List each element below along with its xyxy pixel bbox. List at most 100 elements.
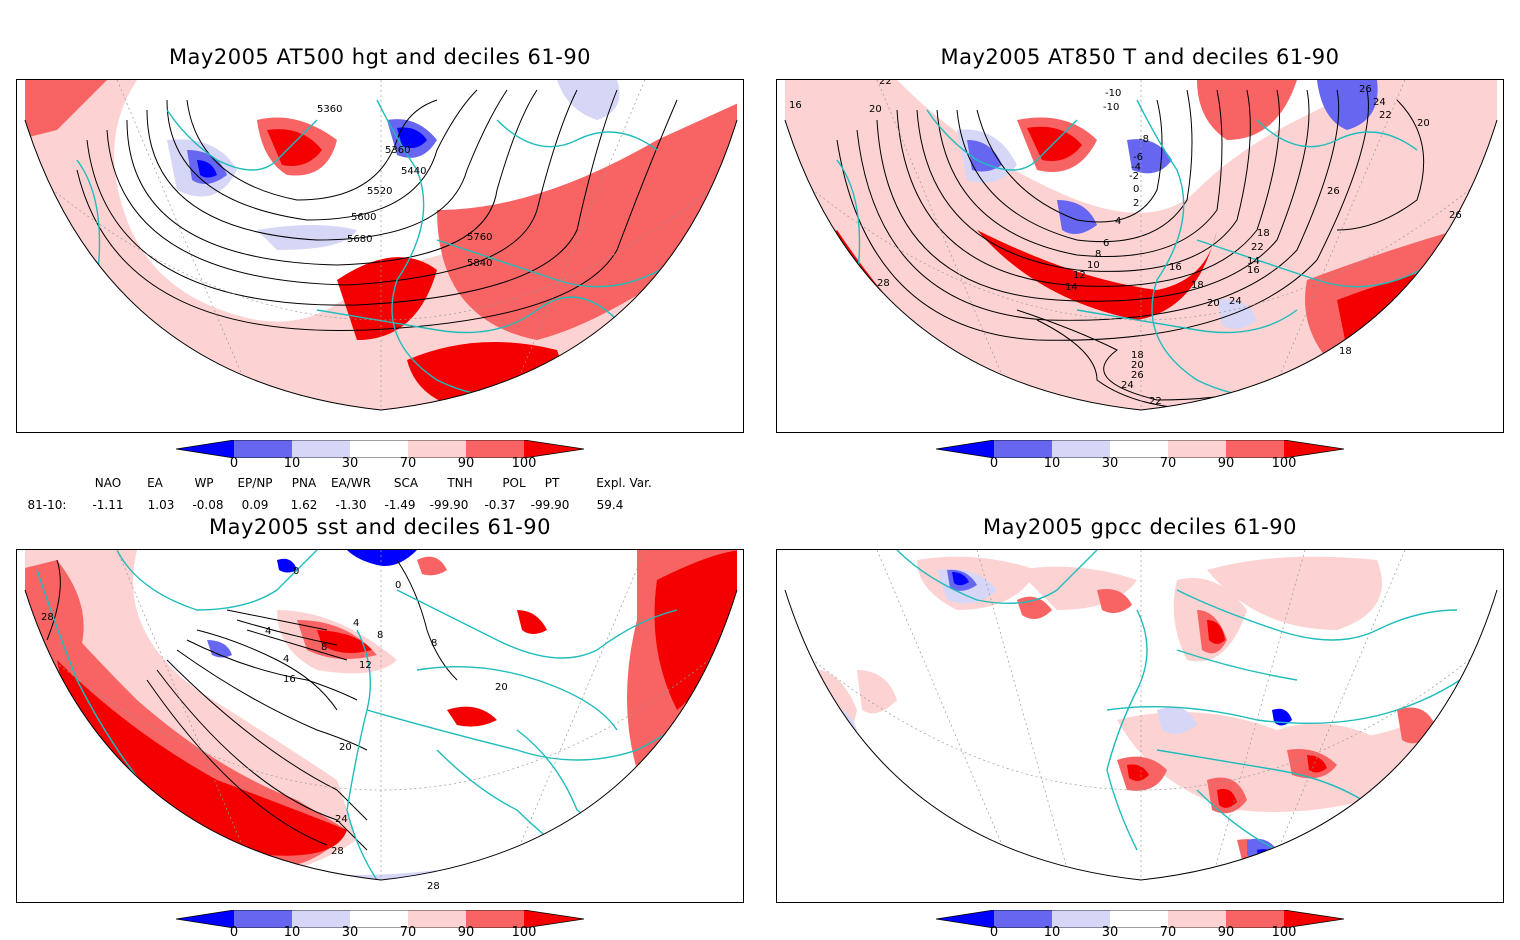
colorbar-label: 90 (1217, 925, 1235, 940)
contour-label: -10 (1105, 88, 1121, 99)
index-header: EP/NP (237, 476, 273, 490)
contour-label: 20 (495, 682, 508, 693)
colorbar-label: 70 (1159, 456, 1177, 471)
index-value: -1.11 (92, 498, 124, 512)
contour-label: 4 (353, 618, 359, 629)
colorbar-label: 90 (457, 925, 475, 940)
colorbar-gpcc: 0 10 30 70 90 100 (935, 909, 1346, 940)
colorbar-label: 10 (283, 456, 301, 471)
contour-label: 22 (1149, 396, 1162, 407)
contour-label: 16 (283, 674, 296, 685)
index-value: -1.49 (384, 498, 416, 512)
contour-label: 16 (1247, 265, 1260, 276)
contour-label: 8 (1095, 249, 1101, 260)
index-header: SCA (393, 476, 419, 490)
contour-label: 6 (1103, 238, 1109, 249)
colorbar-label: 10 (1043, 456, 1061, 471)
contour-label: 5840 (467, 258, 492, 269)
contour-label: 26 (1131, 370, 1144, 381)
contour-label: 0 (395, 580, 401, 591)
index-header: NAO (94, 476, 122, 490)
contour-label: 8 (431, 638, 437, 649)
colorbar-swatches (175, 439, 585, 459)
contour-label: -2 (1129, 171, 1139, 182)
contour-label: 14 (1247, 256, 1260, 267)
contour-label: 20 (1131, 360, 1144, 371)
contour-label: 22 (879, 80, 892, 87)
contour-label: 16 (1169, 262, 1182, 273)
contour-label: 18 (1339, 346, 1352, 357)
index-value: -99.90 (429, 498, 469, 512)
colorbar-label: 100 (1271, 456, 1297, 471)
contour-label: 8 (377, 630, 383, 641)
index-value: -99.90 (530, 498, 570, 512)
colorbar-swatches (935, 909, 1345, 929)
contour-label: 24 (335, 814, 348, 825)
index-header: EA/WR (330, 476, 372, 490)
colorbar-label: 100 (1271, 925, 1297, 940)
contour-label: 28 (877, 278, 890, 289)
contour-label: 4 (265, 626, 271, 637)
index-header-row: NAO EA WP EP/NP PNA EA/WR SCA TNH POL PT… (0, 476, 760, 492)
contour-label: 22 (1251, 242, 1264, 253)
colorbar-sst: 0 10 30 70 90 100 (175, 909, 586, 940)
index-header: EA (147, 476, 163, 490)
colorbar-label: 0 (989, 925, 999, 940)
colorbar-at500: 0 10 30 70 90 100 (175, 439, 586, 474)
colorbar-label: 100 (511, 925, 537, 940)
contour-label: 0 (1133, 184, 1139, 195)
contour-label: 4 (1115, 216, 1121, 227)
contour-label: 28 (331, 846, 344, 857)
contour-label: 20 (869, 104, 882, 115)
contour-label: 5360 (317, 104, 342, 115)
colorbar-at850: 0 10 30 70 90 100 (935, 439, 1346, 474)
panel-title-at500: May2005 AT500 hgt and deciles 61-90 (168, 45, 592, 69)
contour-label: 26 (1359, 84, 1372, 95)
contour-label: 10 (1087, 260, 1100, 271)
colorbar-label: 90 (1217, 456, 1235, 471)
contour-label: 5520 (367, 186, 392, 197)
map-panel-at850: 16 20 22 26 24 22 20 -10 -10 -8 -6 -4 -2… (776, 79, 1504, 433)
contour-label: 24 (1373, 97, 1386, 108)
colorbar-label: 70 (1159, 925, 1177, 940)
contour-label: 26 (1327, 186, 1340, 197)
contour-label: 2 (1133, 198, 1139, 209)
contour-label: 28 (41, 612, 54, 623)
contour-label: 5760 (467, 232, 492, 243)
index-header: Expl. Var. (596, 476, 652, 490)
index-value: -0.08 (192, 498, 224, 512)
index-header: POL (502, 476, 526, 490)
colorbar-label: 0 (229, 925, 239, 940)
contour-label: 5440 (401, 166, 426, 177)
contour-label: 24 (1229, 296, 1242, 307)
index-value: 0.09 (241, 498, 269, 512)
contour-label: -10 (1103, 102, 1119, 113)
colorbar-label: 10 (283, 925, 301, 940)
index-period: 81-10: (27, 498, 67, 512)
map-panel-gpcc (776, 549, 1504, 903)
colorbar-label: 70 (399, 456, 417, 471)
panel-title-sst: May2005 sst and deciles 61-90 (208, 515, 552, 539)
panel-title-at850: May2005 AT850 T and deciles 61-90 (940, 45, 1340, 69)
contour-label: 18 (1257, 228, 1270, 239)
index-values-row: 81-10: -1.11 1.03 -0.08 0.09 1.62 -1.30 … (0, 498, 760, 514)
index-value: 1.62 (290, 498, 318, 512)
contour-label: 14 (1065, 282, 1078, 293)
contour-label: 20 (339, 742, 352, 753)
contour-label: -8 (1139, 134, 1149, 145)
colorbar-label: 0 (229, 456, 239, 471)
colorbar-label: 70 (399, 925, 417, 940)
contour-label: 24 (1121, 380, 1134, 391)
contour-label: 12 (359, 660, 372, 671)
colorbar-label: 30 (1101, 456, 1119, 471)
colorbar-label: 100 (511, 456, 537, 471)
colorbar-swatches (175, 909, 585, 929)
contour-label: 5680 (347, 234, 372, 245)
contour-label: -6 (1133, 152, 1143, 163)
index-value: -1.30 (335, 498, 367, 512)
index-value: 59.4 (596, 498, 624, 512)
contour-label: 5360 (385, 145, 410, 156)
colorbar-label: 10 (1043, 925, 1061, 940)
colorbar-label: 30 (341, 456, 359, 471)
contour-label: 20 (1417, 118, 1430, 129)
